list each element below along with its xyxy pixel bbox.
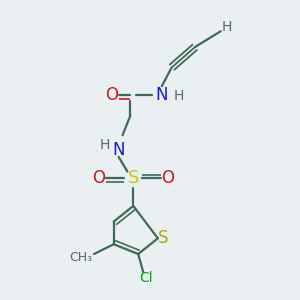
Text: N: N — [112, 141, 125, 159]
Text: H: H — [173, 89, 184, 103]
Text: O: O — [105, 86, 118, 104]
Text: CH₃: CH₃ — [70, 251, 93, 265]
Text: N: N — [155, 86, 168, 104]
Text: Cl: Cl — [139, 271, 153, 285]
Text: H: H — [221, 20, 232, 34]
Text: O: O — [161, 169, 174, 188]
Text: S: S — [158, 229, 168, 247]
Text: S: S — [128, 169, 139, 188]
Text: O: O — [92, 169, 106, 188]
Text: H: H — [100, 138, 110, 152]
